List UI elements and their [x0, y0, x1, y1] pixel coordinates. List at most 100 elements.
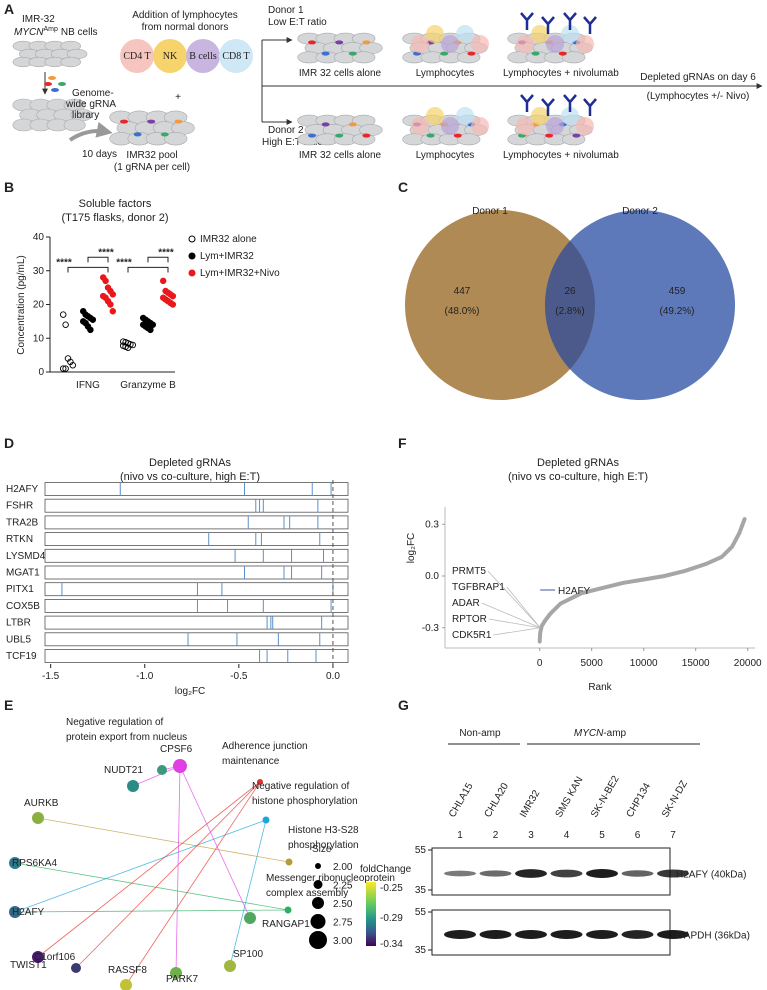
rank-line [537, 517, 747, 644]
venn-share: (48.0%) [444, 306, 479, 317]
legend-label: IMR32 alone [200, 234, 257, 245]
grna-dot [120, 119, 128, 124]
y-tick-label: -0.3 [422, 623, 440, 634]
lymphocyte-type [219, 39, 253, 73]
x-tick-label: IFNG [76, 380, 100, 391]
gene-node [32, 812, 44, 824]
point [109, 308, 117, 315]
lymphocyte [456, 107, 474, 125]
gene-label: AURKB [24, 798, 59, 809]
x-tick-label: Granzyme B [120, 380, 176, 391]
band [657, 869, 689, 878]
term-label: Adherence junction [222, 741, 308, 752]
lymphocyte [411, 35, 429, 53]
gene-node [32, 951, 44, 963]
cell-line-label: CHLA20 [483, 781, 512, 820]
band [550, 930, 583, 939]
cell [561, 51, 586, 64]
row-label: LYSMD4 [6, 551, 46, 562]
grna-dot [321, 122, 330, 127]
grna-dot [335, 40, 344, 45]
band [444, 930, 476, 939]
group-label: Non-amp [459, 728, 501, 739]
grna-dot [174, 119, 183, 124]
point [59, 311, 67, 318]
band [444, 870, 476, 877]
row-box [44, 565, 349, 580]
edge [14, 819, 267, 913]
gene-node [71, 963, 81, 973]
band [515, 869, 547, 878]
lymphocyte [441, 35, 459, 53]
gene: MYCN [14, 27, 44, 38]
y-tick-label: 10 [33, 333, 45, 344]
point [169, 292, 177, 300]
row-label: FSHR [6, 501, 33, 512]
edge [75, 781, 261, 969]
lymphocyte-type [153, 39, 187, 73]
y-tick-label: 30 [33, 266, 45, 277]
addition: Addition of lymphocytes [132, 10, 238, 21]
group-label-italic: MYCN [574, 728, 604, 739]
point [147, 326, 154, 334]
point [169, 301, 177, 308]
gene-node [9, 906, 21, 918]
term-label: maintenance [222, 756, 280, 767]
set-name: Donor 1 [472, 206, 508, 217]
grna-dot [348, 51, 357, 56]
grna-dot [321, 51, 330, 56]
x-tick-label: 15000 [682, 658, 710, 669]
band [550, 869, 583, 878]
grna-dot [335, 133, 344, 138]
pool: (1 gRNA per cell) [114, 162, 190, 173]
cell [60, 56, 81, 68]
row-box [44, 515, 349, 530]
color-legend-label: -0.29 [380, 913, 403, 924]
cell-type-text: NB cells [61, 27, 98, 38]
size-legend-title: Size [312, 844, 332, 855]
row-box [44, 649, 349, 663]
bracket [67, 266, 109, 273]
lymphocyte [531, 107, 549, 125]
set-name: Donor 2 [622, 206, 658, 217]
edge [37, 781, 261, 958]
color-legend-title: foldChange [360, 864, 412, 875]
cell-line-label: SMS KAN [554, 775, 586, 819]
chart-subtitle: (nivo vs co-culture, high E:T) [120, 471, 260, 483]
y-tick-label: 0.0 [425, 571, 439, 582]
grna-dot [467, 51, 476, 56]
grna-dot [348, 122, 357, 127]
lymphocyte [471, 35, 489, 53]
term-label: Negative regulation of [252, 781, 350, 792]
venn-share: (49.2%) [659, 306, 694, 317]
legend-marker [188, 235, 196, 243]
gene-label: RASSF8 [108, 965, 147, 976]
curved-arrow [68, 121, 113, 142]
gene-sup: Amp [43, 26, 58, 33]
cell-line-label: SK-N-DZ [660, 779, 690, 820]
point [62, 365, 69, 372]
y-axis-label: log₂FC [406, 533, 417, 564]
lymphocyte-label: CD8 T [222, 51, 249, 62]
antibody [563, 12, 577, 30]
plus: + [175, 92, 181, 103]
group-label-text: -amp [603, 728, 626, 739]
grna-dot [531, 51, 540, 56]
grna-icon [51, 88, 59, 92]
donor-ratio: Low E:T ratio [268, 17, 327, 28]
size-legend-label: 2.50 [333, 899, 353, 910]
point [87, 326, 94, 334]
band [586, 869, 618, 878]
lymphocyte-type [120, 39, 154, 73]
term-label: protein export from nucleus [66, 732, 187, 743]
gene-annotation: PRMT5 [452, 566, 486, 577]
chart-title: Depleted gRNAs [149, 457, 231, 469]
annotation-connector [487, 570, 541, 629]
lymphocyte-label: NK [163, 51, 178, 62]
point [159, 277, 167, 285]
drug: nivolumab [573, 150, 619, 161]
point [124, 344, 132, 351]
condition: IMR 32 cells alone [299, 150, 382, 161]
edge [175, 765, 181, 974]
